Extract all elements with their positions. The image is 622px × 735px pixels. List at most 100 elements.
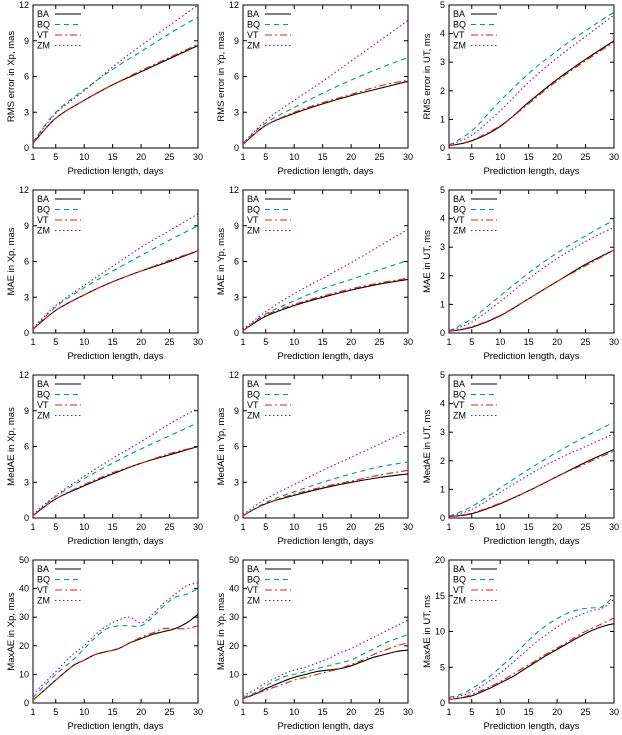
x-tick-label: 5 (53, 337, 58, 347)
x-tick-label: 15 (524, 707, 534, 717)
x-tick-label: 1 (240, 152, 245, 162)
y-tick-label: 0 (440, 513, 445, 523)
legend-label-zm: ZM (247, 411, 260, 421)
x-tick-label: 1 (30, 152, 35, 162)
x-axis-label: Prediction length, days (483, 536, 579, 547)
y-tick-label: 3 (234, 107, 239, 117)
x-tick-label: 1 (30, 337, 35, 347)
x-tick-label: 20 (346, 152, 356, 162)
legend-label-zm: ZM (453, 596, 466, 606)
y-tick-label: 6 (234, 442, 239, 452)
series-line-vt (242, 79, 409, 145)
series-line-ba (242, 649, 409, 700)
legend-label-bq: BQ (37, 205, 50, 215)
x-axis-label: Prediction length, days (277, 536, 373, 547)
y-tick-label: 12 (19, 370, 29, 380)
legend-label-bq: BQ (37, 575, 50, 585)
legend-label-bq: BQ (37, 390, 50, 400)
y-tick-label: 5 (440, 185, 445, 195)
plot-frame (32, 559, 199, 704)
x-tick-label: 15 (524, 522, 534, 532)
x-tick-label: 20 (136, 707, 146, 717)
series-line-zm (448, 433, 615, 517)
y-tick-label: 2 (440, 456, 445, 466)
series-line-vt (32, 43, 199, 144)
x-tick-label: 25 (375, 337, 385, 347)
x-tick-label: 30 (609, 522, 619, 532)
series-line-ba (448, 623, 615, 700)
y-axis-label: MAE in Yp, mas (216, 228, 227, 295)
x-tick-label: 5 (263, 337, 268, 347)
legend-label-vt: VT (247, 585, 259, 595)
series-line-bq (448, 219, 615, 332)
x-tick-label: 5 (53, 522, 58, 532)
y-tick-label: 0 (24, 143, 29, 153)
y-tick-label: 2 (440, 86, 445, 96)
legend-label-vt: VT (37, 400, 49, 410)
plot-frame (242, 374, 409, 519)
legend-label-zm: ZM (37, 41, 50, 51)
y-tick-label: 3 (234, 292, 239, 302)
x-axis-label: Prediction length, days (67, 166, 163, 177)
y-tick-label: 6 (24, 442, 29, 452)
x-tick-label: 20 (552, 337, 562, 347)
legend-label-bq: BQ (247, 205, 260, 215)
y-tick-label: 50 (19, 555, 29, 565)
legend-label-vt: VT (453, 585, 465, 595)
series-line-zm (448, 226, 615, 332)
x-tick-label: 15 (524, 337, 534, 347)
y-axis-label: RMS error in Xp, mas (6, 31, 17, 123)
y-tick-label: 5 (440, 370, 445, 380)
y-tick-label: 6 (234, 72, 239, 82)
x-tick-label: 1 (446, 152, 451, 162)
y-tick-label: 10 (435, 627, 445, 637)
series-line-vt (448, 249, 615, 332)
x-tick-label: 30 (609, 707, 619, 717)
y-tick-label: 40 (19, 584, 29, 594)
y-tick-label: 0 (234, 513, 239, 523)
y-tick-label: 9 (24, 406, 29, 416)
x-axis-label: Prediction length, days (483, 351, 579, 362)
x-tick-label: 20 (136, 152, 146, 162)
series-line-bq (242, 633, 409, 698)
x-tick-label: 5 (469, 337, 474, 347)
legend-label-ba: BA (37, 379, 49, 389)
series-line-vt (448, 41, 615, 147)
x-tick-label: 30 (609, 152, 619, 162)
plot-frame (242, 559, 409, 704)
x-tick-label: 25 (581, 337, 591, 347)
series-line-bq (448, 11, 615, 146)
legend-label-vt: VT (247, 215, 259, 225)
legend-label-ba: BA (453, 194, 465, 204)
x-axis-label: Prediction length, days (277, 351, 373, 362)
y-tick-label: 0 (440, 143, 445, 153)
y-tick-label: 0 (234, 143, 239, 153)
x-tick-label: 25 (375, 522, 385, 532)
series-line-vt (32, 250, 199, 330)
y-tick-label: 15 (435, 591, 445, 601)
legend-label-ba: BA (37, 194, 49, 204)
x-tick-label: 5 (53, 152, 58, 162)
legend-label-zm: ZM (453, 226, 466, 236)
y-axis-label: MaxAE in Yp, mas (216, 593, 227, 671)
y-tick-label: 40 (229, 584, 239, 594)
x-tick-label: 10 (79, 522, 89, 532)
x-tick-label: 25 (581, 522, 591, 532)
legend-label-zm: ZM (37, 411, 50, 421)
series-line-vt (32, 445, 199, 517)
y-tick-label: 20 (435, 555, 445, 565)
x-tick-label: 1 (446, 522, 451, 532)
y-axis-label: MaxAE in UT, ms (422, 595, 433, 668)
y-tick-label: 9 (234, 406, 239, 416)
series-line-bq (448, 595, 615, 698)
x-tick-label: 25 (375, 707, 385, 717)
series-line-zm (32, 582, 199, 695)
series-line-zm (32, 213, 199, 329)
x-tick-label: 10 (495, 337, 505, 347)
series-line-ba (242, 80, 409, 145)
x-tick-label: 5 (263, 522, 268, 532)
x-tick-label: 5 (53, 707, 58, 717)
